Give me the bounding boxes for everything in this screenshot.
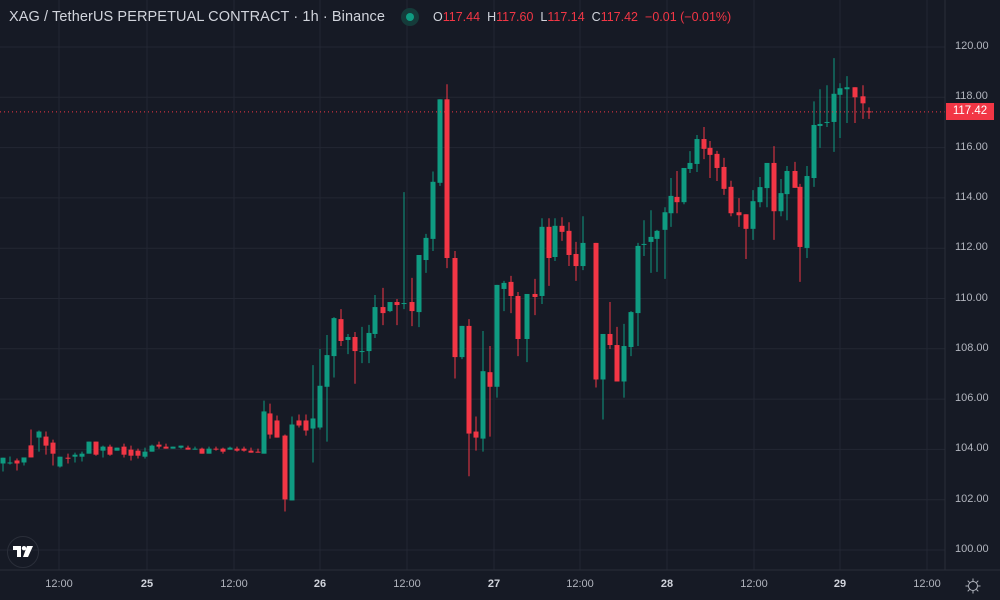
high-value: H117.60	[487, 10, 534, 24]
time-tick: 27	[487, 578, 501, 590]
close-value: C117.42	[591, 10, 639, 24]
price-tick: 112.00	[955, 241, 988, 254]
open-value: O117.44	[433, 10, 481, 24]
tradingview-logo-icon	[13, 546, 33, 557]
time-tick: 12:00	[220, 578, 248, 590]
price-tick: 102.00	[955, 492, 989, 505]
grid-lines	[0, 0, 945, 570]
time-tick: 12:00	[45, 578, 73, 590]
ohlc-values: O117.44 H117.60 L117.14 C117.42 −0.01 (−…	[433, 10, 731, 24]
price-tick: 100.00	[955, 543, 989, 555]
time-tick: 29	[833, 578, 847, 590]
price-tick: 116.00	[955, 140, 988, 153]
gear-icon[interactable]	[965, 578, 981, 594]
symbol-title[interactable]: XAG / TetherUS PERPETUAL CONTRACT · 1h ·…	[9, 9, 386, 25]
price-tick: 110.00	[955, 291, 988, 304]
market-status-icon[interactable]	[401, 8, 420, 26]
time-tick: 12:00	[393, 578, 421, 590]
time-tick: 12:00	[566, 578, 594, 590]
low-value: L117.14	[540, 10, 585, 24]
time-tick: 26	[313, 578, 327, 590]
candles	[0, 58, 872, 512]
price-tick: 106.00	[955, 392, 989, 405]
time-tick: 28	[660, 578, 674, 590]
price-tick: 108.00	[955, 341, 989, 354]
last-price-label: 117.42	[946, 103, 994, 121]
chart-legend: XAG / TetherUS PERPETUAL CONTRACT · 1h ·…	[9, 8, 731, 26]
price-tick: 118.00	[955, 90, 988, 103]
price-tick: 104.00	[955, 442, 989, 455]
tradingview-logo[interactable]	[7, 536, 39, 568]
price-tick: 114.00	[955, 190, 988, 203]
time-tick: 12:00	[913, 578, 941, 590]
time-tick: 12:00	[740, 578, 768, 590]
time-tick: 25	[140, 578, 154, 590]
change-value: −0.01 (−0.01%)	[645, 10, 732, 24]
price-tick: 120.00	[955, 40, 989, 52]
